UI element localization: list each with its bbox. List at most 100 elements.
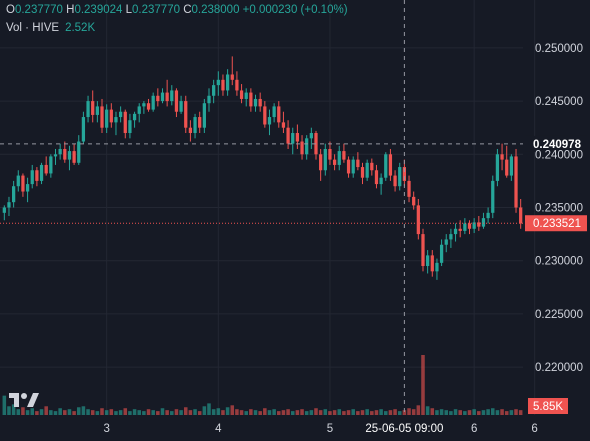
volume-bar: [109, 409, 114, 415]
candle-body: [505, 159, 509, 176]
volume-bar: [365, 409, 369, 415]
candle-body: [53, 154, 58, 157]
candle-body: [114, 117, 118, 123]
volume-bar: [300, 409, 304, 415]
volume-bar: [197, 411, 202, 415]
volume-badge: [528, 398, 568, 414]
y-tick-label: 0.240000: [535, 149, 583, 161]
volume-bar: [453, 409, 458, 415]
volume-bar: [509, 410, 514, 415]
volume-bar: [244, 411, 248, 415]
volume-bar: [221, 410, 225, 415]
volume-bar: [183, 407, 188, 415]
candles: [2, 56, 523, 280]
price-axis: 0.250000 0.245000 0.240000 0.235000 0.230000…: [103, 43, 583, 435]
candle-body: [509, 156, 513, 176]
x-tick-label: 4: [215, 423, 222, 435]
volume-bar: [342, 411, 346, 415]
candle-body: [123, 111, 127, 134]
candle-body: [463, 223, 467, 231]
candle-body: [384, 154, 388, 178]
volume-bar: [518, 410, 523, 415]
candle-body: [332, 159, 337, 165]
volume-bar: [142, 411, 146, 415]
candle-body: [160, 92, 165, 102]
candle-body: [351, 159, 355, 174]
volume-bar: [63, 410, 67, 415]
candle-body: [188, 127, 193, 134]
volume-bar: [58, 408, 62, 415]
volume-bar: [472, 409, 476, 415]
candle-body: [63, 148, 67, 160]
volume-bar: [411, 409, 416, 415]
volume-bar: [104, 410, 109, 415]
volume-bar: [67, 409, 72, 415]
volume-bar: [444, 410, 449, 415]
volume-bar: [374, 410, 379, 415]
candle-body: [249, 92, 253, 107]
candle-body: [81, 117, 86, 142]
candle-body: [193, 117, 197, 134]
candle-body: [402, 167, 407, 181]
volume-bar: [72, 411, 76, 415]
candle-body: [35, 170, 39, 181]
volume-bar: [39, 409, 44, 415]
candle-body: [328, 148, 332, 160]
volume-bar: [211, 409, 216, 415]
volume-bar: [118, 410, 123, 415]
volume-bar: [11, 404, 16, 415]
volume-bar: [477, 411, 481, 415]
volume-bar: [504, 411, 509, 415]
candle-body: [305, 138, 309, 155]
volume-bar: [290, 411, 295, 415]
tradingview-logo-icon[interactable]: [8, 390, 42, 410]
volume-bar: [86, 409, 90, 415]
candle-body: [95, 106, 99, 115]
volume-bar: [76, 407, 81, 415]
volume-value: 2.52K: [65, 22, 96, 34]
candle-body: [449, 234, 453, 240]
candle-body: [235, 79, 239, 91]
candle-body: [253, 98, 258, 107]
candle-body: [286, 127, 290, 144]
candle-body: [379, 177, 383, 185]
candle-body: [458, 228, 462, 231]
candle-body: [263, 106, 267, 125]
candle-body: [221, 79, 225, 91]
x-tick-label: 3: [103, 423, 109, 435]
last-price-badge: [525, 215, 587, 232]
candle-body: [258, 98, 262, 107]
volume-bar: [328, 411, 332, 415]
volume-bar: [258, 411, 262, 415]
candle-body: [486, 212, 490, 219]
candle-body: [300, 141, 304, 155]
candle-body: [137, 106, 141, 114]
volume-bar: [467, 410, 472, 415]
candle-body: [39, 164, 44, 181]
candle-body: [170, 90, 174, 102]
candle-body: [146, 103, 151, 110]
candle-body: [319, 154, 323, 171]
candle-body: [128, 120, 132, 134]
candle-body: [281, 122, 286, 128]
volume-bar: [49, 410, 53, 415]
candle-body: [356, 159, 360, 168]
volume-bar: [156, 411, 160, 415]
volume-bar: [249, 409, 253, 415]
volume-bar: [132, 409, 137, 415]
volume-bar: [53, 411, 58, 415]
volume-bar: [151, 410, 155, 415]
candle-body: [435, 262, 439, 272]
volume-bar: [407, 408, 411, 415]
volume-bar: [370, 411, 374, 415]
candle-body: [500, 154, 504, 160]
candle-body: [30, 170, 34, 185]
candle-body: [388, 154, 393, 176]
volume-bar: [25, 410, 30, 415]
candle-body: [481, 218, 486, 227]
volume-bar: [360, 410, 365, 415]
candle-body: [444, 239, 448, 245]
volume-bars: [2, 355, 523, 415]
volume-bar: [16, 409, 21, 415]
